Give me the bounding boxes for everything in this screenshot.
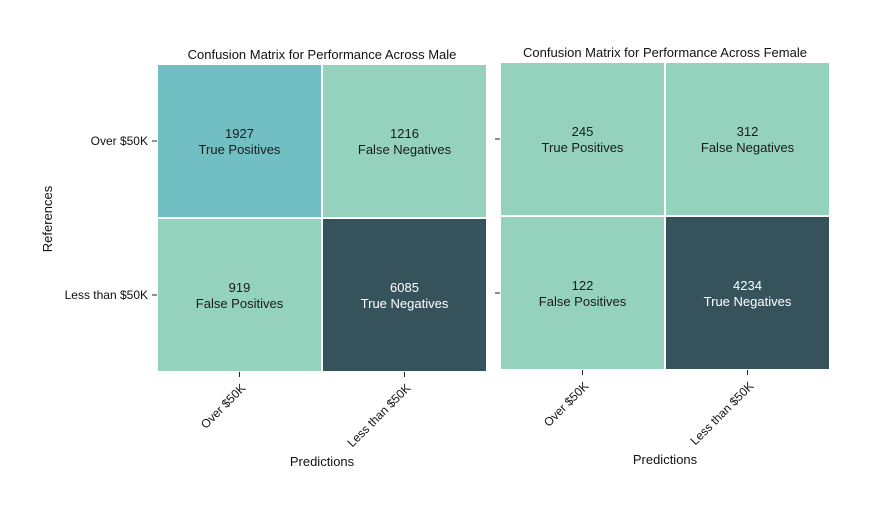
female-x-axis-label: Predictions xyxy=(633,452,698,467)
male-x-tick-label: Over $50K xyxy=(198,381,248,431)
female-x-tick-label: Over $50K xyxy=(541,379,591,429)
cell-label: False Negatives xyxy=(358,142,452,157)
cell-value: 312 xyxy=(737,124,759,139)
female-confusion-panel: Confusion Matrix for Performance Across … xyxy=(495,45,831,467)
cell-label: True Negatives xyxy=(704,294,792,309)
male-y-tick-label: Over $50K xyxy=(91,134,148,148)
heatmap-cell-rect xyxy=(321,217,488,373)
male-confusion-panel: Confusion Matrix for Performance Across … xyxy=(40,47,488,469)
cell-value: 245 xyxy=(572,124,594,139)
heatmap-cell-rect xyxy=(156,63,323,219)
heatmap-cell-rect xyxy=(664,61,831,217)
male-panel-title: Confusion Matrix for Performance Across … xyxy=(188,47,457,62)
cell-value: 1927 xyxy=(225,126,254,141)
cell-value: 4234 xyxy=(733,278,762,293)
cell-label: True Positives xyxy=(542,140,624,155)
male-x-tick-label: Less than $50K xyxy=(345,381,414,450)
heatmap-cell-rect xyxy=(156,217,323,373)
cell-value: 1216 xyxy=(390,126,419,141)
male-y-axis-label: References xyxy=(40,185,55,252)
male-y-tick-label: Less than $50K xyxy=(65,288,148,302)
heatmap-cell-rect xyxy=(321,63,488,219)
cell-label: True Negatives xyxy=(361,296,449,311)
heatmap-cell-rect xyxy=(499,61,666,217)
heatmap-cell-rect xyxy=(664,215,831,371)
cell-label: False Positives xyxy=(196,296,284,311)
heatmap-cell-rect xyxy=(499,215,666,371)
cell-label: False Negatives xyxy=(701,140,795,155)
male-x-axis-label: Predictions xyxy=(290,454,355,469)
cell-value: 919 xyxy=(229,280,251,295)
cell-label: True Positives xyxy=(199,142,281,157)
cell-label: False Positives xyxy=(539,294,627,309)
female-panel-title: Confusion Matrix for Performance Across … xyxy=(523,45,807,60)
female-x-tick-label: Less than $50K xyxy=(688,379,757,448)
cell-value: 122 xyxy=(572,278,594,293)
cell-value: 6085 xyxy=(390,280,419,295)
